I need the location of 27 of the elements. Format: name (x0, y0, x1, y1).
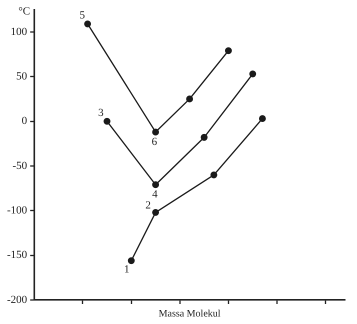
x-axis-title: Massa Molekul (158, 308, 221, 320)
annotation: 1 (124, 264, 130, 276)
y-tick-label: 50 (16, 70, 28, 83)
y-tick-label: -50 (12, 160, 28, 172)
annotation: 6 (152, 136, 158, 148)
point (200, 134, 208, 141)
annotation: 4 (152, 188, 158, 201)
point (152, 128, 160, 136)
y-tick-label: 0 (22, 115, 28, 128)
annotation: 2 (145, 200, 151, 212)
y-axis-title: °C (18, 5, 30, 18)
point (128, 257, 135, 264)
point (186, 96, 194, 102)
y-tick-label: -150 (6, 249, 28, 262)
y-tick-label: -100 (6, 204, 28, 217)
point (224, 47, 232, 54)
y-tick-label: -200 (6, 294, 28, 306)
point (249, 70, 256, 78)
point (152, 208, 160, 216)
point (210, 171, 218, 178)
point (84, 20, 92, 28)
point (152, 181, 160, 188)
annotation: 3 (98, 107, 104, 120)
y-tick-label: 100 (10, 26, 28, 38)
point (104, 118, 110, 125)
annotation: 5 (80, 9, 86, 22)
point (258, 115, 266, 122)
